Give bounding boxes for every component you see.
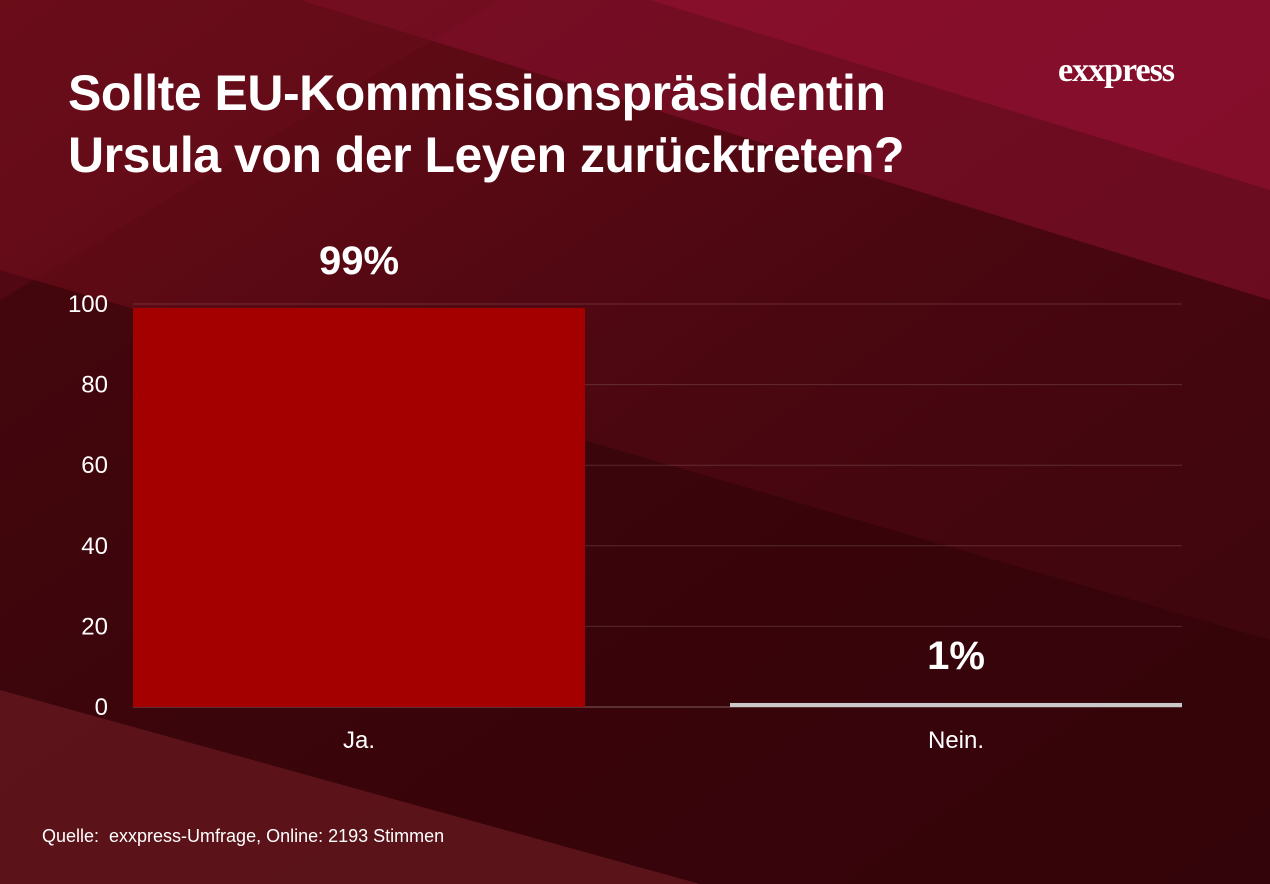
bar-ja — [133, 308, 585, 707]
x-tick-label: Nein. — [928, 727, 984, 754]
y-tick-label: 80 — [81, 372, 108, 399]
source-note: Quelle: exxpress-Umfrage, Online: 2193 S… — [42, 826, 445, 846]
y-tick-label: 40 — [81, 533, 108, 560]
y-tick-label: 60 — [81, 452, 108, 479]
y-tick-label: 20 — [81, 613, 108, 640]
exxpress-logo: exxpress — [1058, 52, 1175, 89]
data-label: 99% — [319, 239, 399, 283]
page-title: Sollte EU-Kommissionspräsidentin Ursula … — [68, 65, 905, 183]
y-tick-label: 100 — [68, 291, 108, 318]
bar-nein — [730, 702, 1182, 707]
data-label: 1% — [927, 634, 985, 678]
x-tick-label: Ja. — [343, 727, 375, 754]
y-tick-label: 0 — [95, 694, 108, 721]
